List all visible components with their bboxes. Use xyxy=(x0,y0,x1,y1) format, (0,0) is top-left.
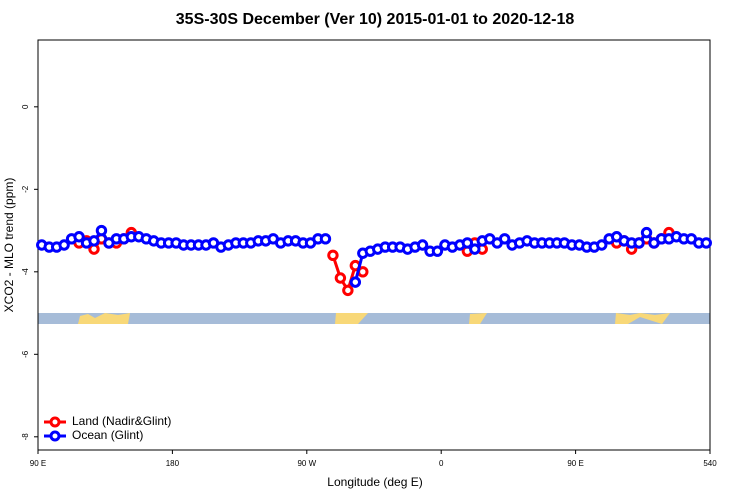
data-point xyxy=(73,231,85,243)
y-tick-label: -4 xyxy=(21,268,30,276)
data-point xyxy=(88,235,100,247)
data-point xyxy=(700,237,712,249)
data-point xyxy=(498,233,511,245)
data-point xyxy=(327,249,339,262)
data-point xyxy=(95,224,108,237)
x-tick-label: 180 xyxy=(166,459,180,468)
data-point xyxy=(640,226,653,239)
data-point xyxy=(469,243,481,255)
data-point xyxy=(596,239,608,251)
data-point xyxy=(349,276,362,288)
data-point xyxy=(633,237,645,249)
y-tick-label: 0 xyxy=(21,104,30,109)
x-tick-label: 90 E xyxy=(567,459,583,468)
y-axis-label: XCO2 - MLO trend (ppm) xyxy=(2,178,16,313)
x-tick-label: 90 W xyxy=(297,459,316,468)
legend-marker xyxy=(49,430,61,442)
map-strip xyxy=(38,313,710,324)
x-tick-label: 0 xyxy=(439,459,444,468)
data-point xyxy=(342,284,354,297)
data-point xyxy=(319,233,332,245)
data-point xyxy=(334,272,347,284)
y-tick-label: -2 xyxy=(21,185,30,193)
x-tick-label: 90 E xyxy=(30,459,46,468)
legend-label: Land (Nadir&Glint) xyxy=(72,414,171,428)
data-point xyxy=(431,245,444,257)
y-tick-label: -6 xyxy=(21,350,30,358)
y-tick-label: -8 xyxy=(21,433,30,441)
x-tick-label: 540 xyxy=(703,459,717,468)
chart-title: 35S-30S December (Ver 10) 2015-01-01 to … xyxy=(176,11,575,28)
data-point xyxy=(416,239,429,251)
legend-label: Ocean (Glint) xyxy=(72,428,143,442)
data-point xyxy=(58,239,70,251)
legend-marker xyxy=(49,416,61,428)
data-point xyxy=(461,237,474,249)
x-axis-label: Longitude (deg E) xyxy=(327,475,422,489)
